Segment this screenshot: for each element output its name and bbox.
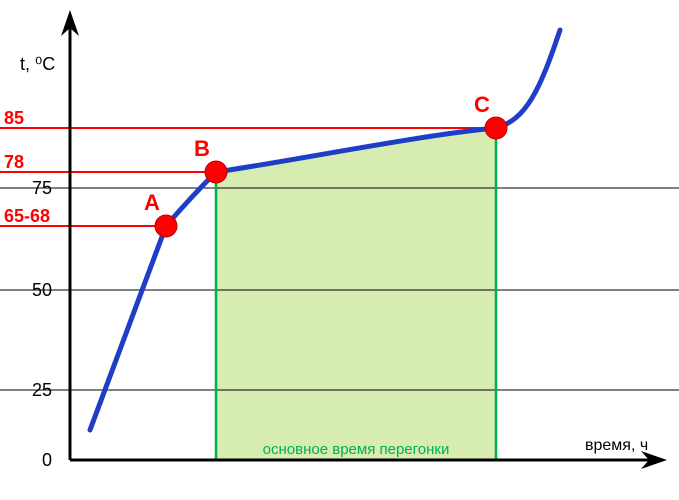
point-label-b: B: [194, 136, 210, 161]
distillation-chart: 0 25 50 75 65-68 78 85 t, ⁰C время, ч основно…: [0, 0, 679, 500]
point-c: [485, 117, 507, 139]
y-tick-label: 50: [32, 280, 52, 300]
point-b: [205, 161, 227, 183]
y-tick-label: 25: [32, 380, 52, 400]
y-red-tick-label: 85: [4, 108, 24, 128]
y-axis-red-ticks: 65-68 78 85: [4, 108, 50, 226]
x-axis-label: время, ч: [585, 437, 648, 454]
y-tick-label: 75: [32, 178, 52, 198]
point-a: [155, 215, 177, 237]
point-label-a: A: [144, 190, 160, 215]
y-red-tick-label: 78: [4, 152, 24, 172]
main-distillation-label: основное время перегонки: [263, 441, 450, 458]
point-label-c: C: [474, 92, 490, 117]
main-distillation-region: [216, 128, 496, 460]
y-tick-label: 0: [42, 450, 52, 470]
y-axis-label: t, ⁰C: [20, 54, 55, 74]
y-red-tick-label: 65-68: [4, 206, 50, 226]
